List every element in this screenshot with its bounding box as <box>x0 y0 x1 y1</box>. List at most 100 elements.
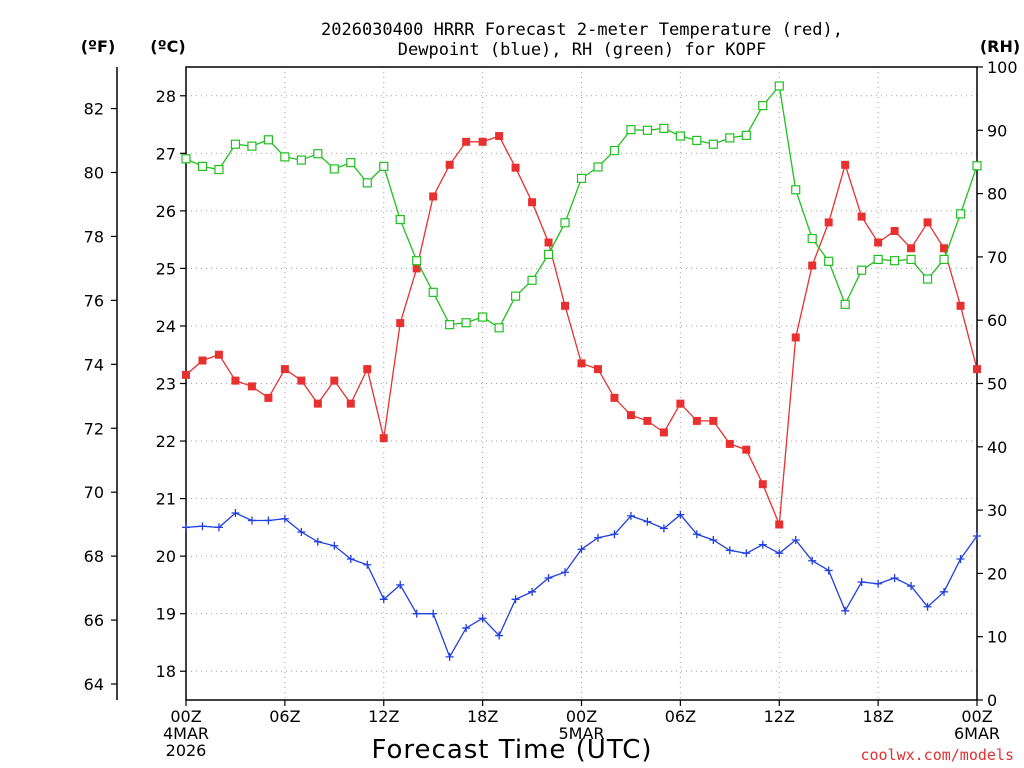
temperature-point <box>758 480 767 489</box>
rh-tick-label: 10 <box>987 628 1007 647</box>
temperature-point <box>709 416 718 425</box>
rh-tick-label: 100 <box>987 58 1018 77</box>
rh-unit-label: (RH) <box>980 37 1020 56</box>
dewpoint-point <box>610 530 619 539</box>
rh-point <box>576 173 587 184</box>
x-tick-label: 5MAR <box>558 724 604 743</box>
dewpoint-point <box>923 602 932 611</box>
rh-point <box>510 291 521 301</box>
rh-point <box>247 141 257 151</box>
fahrenheit-tick-label: 70 <box>84 483 104 502</box>
rh-tick-label: 50 <box>987 375 1007 394</box>
rh-point <box>329 164 339 174</box>
fahrenheit-tick-label: 68 <box>84 547 104 566</box>
rh-point <box>659 123 669 134</box>
rh-point <box>890 256 900 266</box>
dewpoint-point <box>297 527 306 536</box>
x-tick-label: 00Z <box>961 707 992 726</box>
rh-point <box>478 312 488 322</box>
rh-point <box>527 275 537 285</box>
rh-point <box>412 256 422 266</box>
celsius-tick-label: 28 <box>156 87 176 106</box>
dewpoint-point <box>676 510 685 519</box>
grid <box>186 67 977 700</box>
rh-point <box>626 125 636 135</box>
dewpoint-point <box>346 555 355 564</box>
dewpoint-point <box>577 545 586 554</box>
fahrenheit-tick-label: 66 <box>84 611 104 630</box>
dewpoint-point <box>808 556 817 565</box>
temperature-point <box>956 301 965 310</box>
rh-point <box>922 274 933 284</box>
temperature-point <box>445 160 454 169</box>
temperature-point <box>478 137 487 146</box>
rh-axis: 0 10 20 30 40 50 60 70 80 90 100 <box>977 58 1018 710</box>
dewpoint-point <box>940 587 949 596</box>
x-axis-title: Forecast Time (UTC) <box>371 735 652 765</box>
dewpoint-point <box>198 522 207 531</box>
rh-tick-label: 90 <box>987 121 1007 140</box>
rh-point <box>560 218 570 228</box>
rh-point <box>840 299 850 309</box>
dewpoint-point <box>775 549 784 558</box>
rh-tick-label: 60 <box>987 311 1007 330</box>
temperature-point <box>857 212 866 221</box>
dewpoint-point <box>544 574 553 583</box>
dewpoint-point <box>626 511 635 520</box>
dewpoint-point <box>462 624 471 633</box>
rh-point <box>609 145 620 156</box>
temperature-point <box>528 198 537 207</box>
temperature-point <box>214 350 223 359</box>
celsius-tick-label: 21 <box>156 490 176 509</box>
fahrenheit-tick-label: 78 <box>84 227 104 246</box>
fahrenheit-axis: 64 66 68 70 72 74 76 78 80 82 <box>84 100 117 694</box>
dewpoint-point <box>280 514 289 523</box>
rh-point <box>791 185 801 195</box>
temperature-point <box>280 365 289 374</box>
temperature-point <box>874 238 883 247</box>
rh-point <box>758 101 768 111</box>
rh-point <box>461 318 471 328</box>
x-tick-label: 06Z <box>269 707 300 726</box>
dewpoint-point <box>412 609 421 618</box>
temperature-point <box>626 411 635 420</box>
dewpoint-point <box>363 560 372 569</box>
fahrenheit-tick-label: 80 <box>84 164 104 183</box>
temperature-point <box>577 359 586 368</box>
dewpoint-point <box>742 549 751 558</box>
temperature-point <box>182 370 190 379</box>
temperature-point <box>346 399 355 408</box>
rh-point <box>214 164 224 175</box>
x-tick-label: 18Z <box>467 707 498 726</box>
dewpoint-point <box>231 508 240 517</box>
dewpoint-point <box>528 587 537 596</box>
celsius-tick-label: 25 <box>156 259 176 278</box>
temperature-point <box>610 393 619 402</box>
temperature-point <box>297 376 306 385</box>
temperature-point <box>973 365 981 374</box>
temperature-point <box>198 356 207 365</box>
celsius-unit-label: (ºC) <box>150 37 185 56</box>
rh-point <box>346 157 356 168</box>
rh-point <box>494 323 504 333</box>
temperature-point <box>742 445 751 454</box>
temperature-line <box>185 135 978 525</box>
temperature-point <box>379 434 388 443</box>
temperature-point <box>511 163 520 172</box>
x-tick-label: 6MAR <box>954 724 1000 743</box>
temperature-point <box>841 160 850 169</box>
rh-point <box>873 254 883 265</box>
rh-point <box>708 139 718 149</box>
celsius-tick-label: 23 <box>156 375 176 394</box>
x-tick-label: 12Z <box>764 707 795 726</box>
temperature-point <box>396 319 405 328</box>
rh-point <box>280 152 290 162</box>
dewpoint-point <box>313 537 322 546</box>
dewpoint-point <box>973 531 981 540</box>
fahrenheit-tick-label: 72 <box>84 419 104 438</box>
dewpoint-point <box>561 568 570 577</box>
temperature-series <box>182 132 981 529</box>
rh-point <box>906 254 916 265</box>
temperature-point <box>429 192 438 201</box>
